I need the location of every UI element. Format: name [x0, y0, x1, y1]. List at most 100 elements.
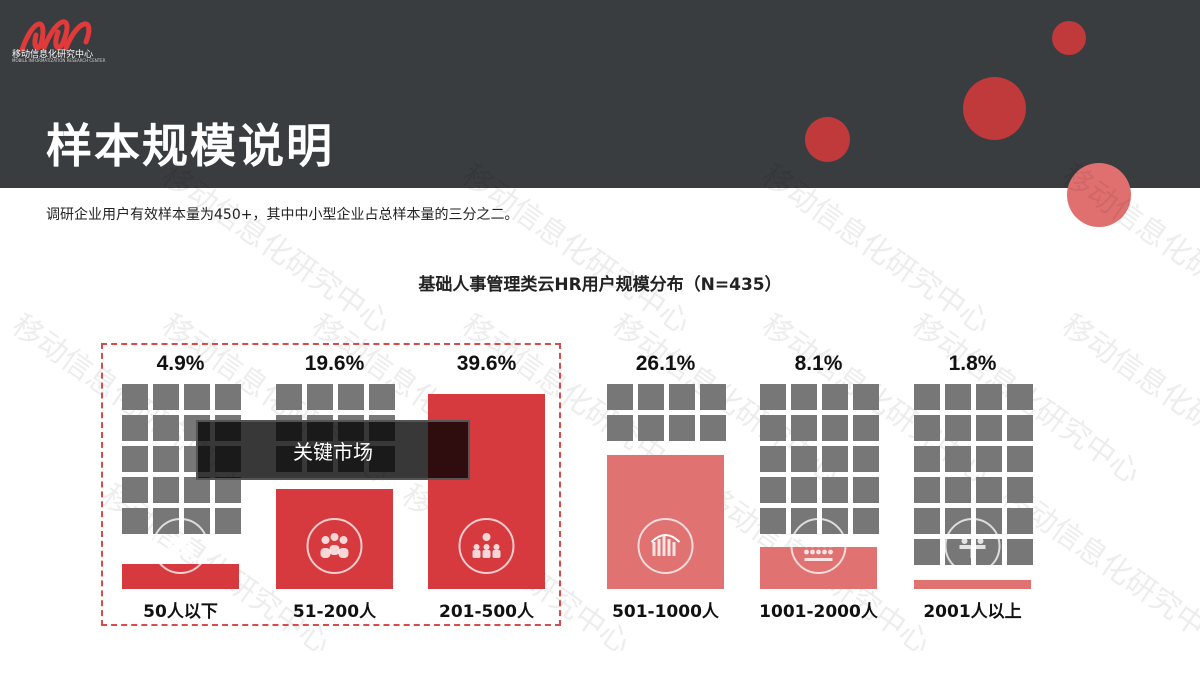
value-label: 39.6% [457, 352, 517, 375]
grid-square [215, 477, 241, 503]
grid-square [945, 539, 971, 565]
page-subtitle: 调研企业用户有效样本量为450+，其中中小型企业占总样本量的三分之二。 [46, 207, 519, 223]
grid-square [669, 384, 695, 410]
grid-square [607, 415, 633, 441]
grid-square [122, 384, 148, 410]
grid-square [945, 446, 971, 472]
grid-square [914, 415, 940, 441]
grid-square [1007, 477, 1033, 503]
crowd-arch-icon [637, 518, 694, 574]
grid-square [853, 477, 879, 503]
grid-square [760, 446, 786, 472]
icon-figure [959, 538, 986, 558]
grid-square [638, 415, 664, 441]
grid-square [1007, 539, 1033, 565]
grid-square [1007, 508, 1033, 534]
grid-square [369, 384, 395, 410]
category-label: 201-500人 [439, 602, 535, 622]
value-label: 19.6% [305, 352, 365, 375]
key-market-highlight [101, 343, 561, 626]
grid-square [153, 384, 179, 410]
icon-figure [167, 536, 194, 557]
grid-square [914, 508, 940, 534]
grid-square [607, 384, 633, 410]
grid-square [1007, 384, 1033, 410]
grid-square [914, 477, 940, 503]
grid-square [122, 508, 148, 534]
category-label: 51-200人 [293, 602, 377, 622]
meeting-icon [458, 518, 515, 574]
grid-square [153, 415, 179, 441]
icon-figure [320, 533, 349, 558]
grid-square [791, 415, 817, 441]
grid-square [215, 508, 241, 534]
grid-square [945, 415, 971, 441]
decor-circle [1067, 163, 1131, 227]
grid-square [122, 446, 148, 472]
logo-subtext: MOBILE INFORMATIZATION RESEARCH CENTER [12, 58, 106, 63]
grid-square [1007, 415, 1033, 441]
grid-square [184, 477, 210, 503]
grid-square [853, 508, 879, 534]
conference-icon [944, 518, 1001, 574]
grid-square [700, 415, 726, 441]
decor-circle [963, 77, 1026, 140]
category-label: 1001-2000人 [759, 602, 879, 622]
grid-square [976, 384, 1002, 410]
grid-square [822, 477, 848, 503]
grid-square [122, 415, 148, 441]
category-label: 2001人以上 [923, 602, 1021, 622]
bar-column [914, 384, 1033, 589]
grid-square [822, 446, 848, 472]
icon-figure [650, 534, 681, 556]
grid-square [760, 477, 786, 503]
decor-circle [805, 117, 850, 162]
grid-square [822, 384, 848, 410]
grid-square [153, 508, 179, 534]
grid-square [760, 384, 786, 410]
grid-square [760, 508, 786, 534]
grid-square [700, 384, 726, 410]
value-label: 26.1% [636, 352, 696, 375]
grid-square [215, 384, 241, 410]
grid-square [276, 384, 302, 410]
grid-square [669, 415, 695, 441]
bar-column [122, 384, 241, 589]
group-icon [306, 518, 363, 574]
grid-square [914, 384, 940, 410]
grid-square [1007, 446, 1033, 472]
page-title: 样本规模说明 [46, 119, 334, 173]
grid-square [945, 384, 971, 410]
grid-square [153, 477, 179, 503]
bar [122, 564, 239, 589]
bar [914, 580, 1031, 589]
bar-column [760, 384, 879, 589]
business-people-icon [152, 518, 209, 574]
bar-column [607, 384, 726, 589]
value-label: 4.9% [157, 352, 205, 375]
grid-square [945, 508, 971, 534]
grid-square [945, 477, 971, 503]
grid-square [638, 384, 664, 410]
grid-square [976, 446, 1002, 472]
chart-title: 基础人事管理类云HR用户规模分布（N=435） [418, 275, 782, 295]
grid-square [791, 384, 817, 410]
grid-square [976, 415, 1002, 441]
grid-square [853, 446, 879, 472]
grid-square [338, 384, 364, 410]
grid-square [307, 384, 333, 410]
grid-square [853, 415, 879, 441]
grid-square [791, 508, 817, 534]
decor-circle [1052, 21, 1086, 55]
icon-figure [472, 533, 501, 558]
logo-icon [19, 19, 92, 53]
key-market-label: 关键市场 [196, 420, 470, 480]
grid-square [853, 384, 879, 410]
logo-text: 移动信息化研究中心 [12, 50, 94, 60]
value-label: 1.8% [949, 352, 997, 375]
grid-square [791, 477, 817, 503]
bar [607, 455, 724, 589]
grid-square [760, 415, 786, 441]
bar-column [276, 384, 395, 589]
grid-square [914, 539, 940, 565]
